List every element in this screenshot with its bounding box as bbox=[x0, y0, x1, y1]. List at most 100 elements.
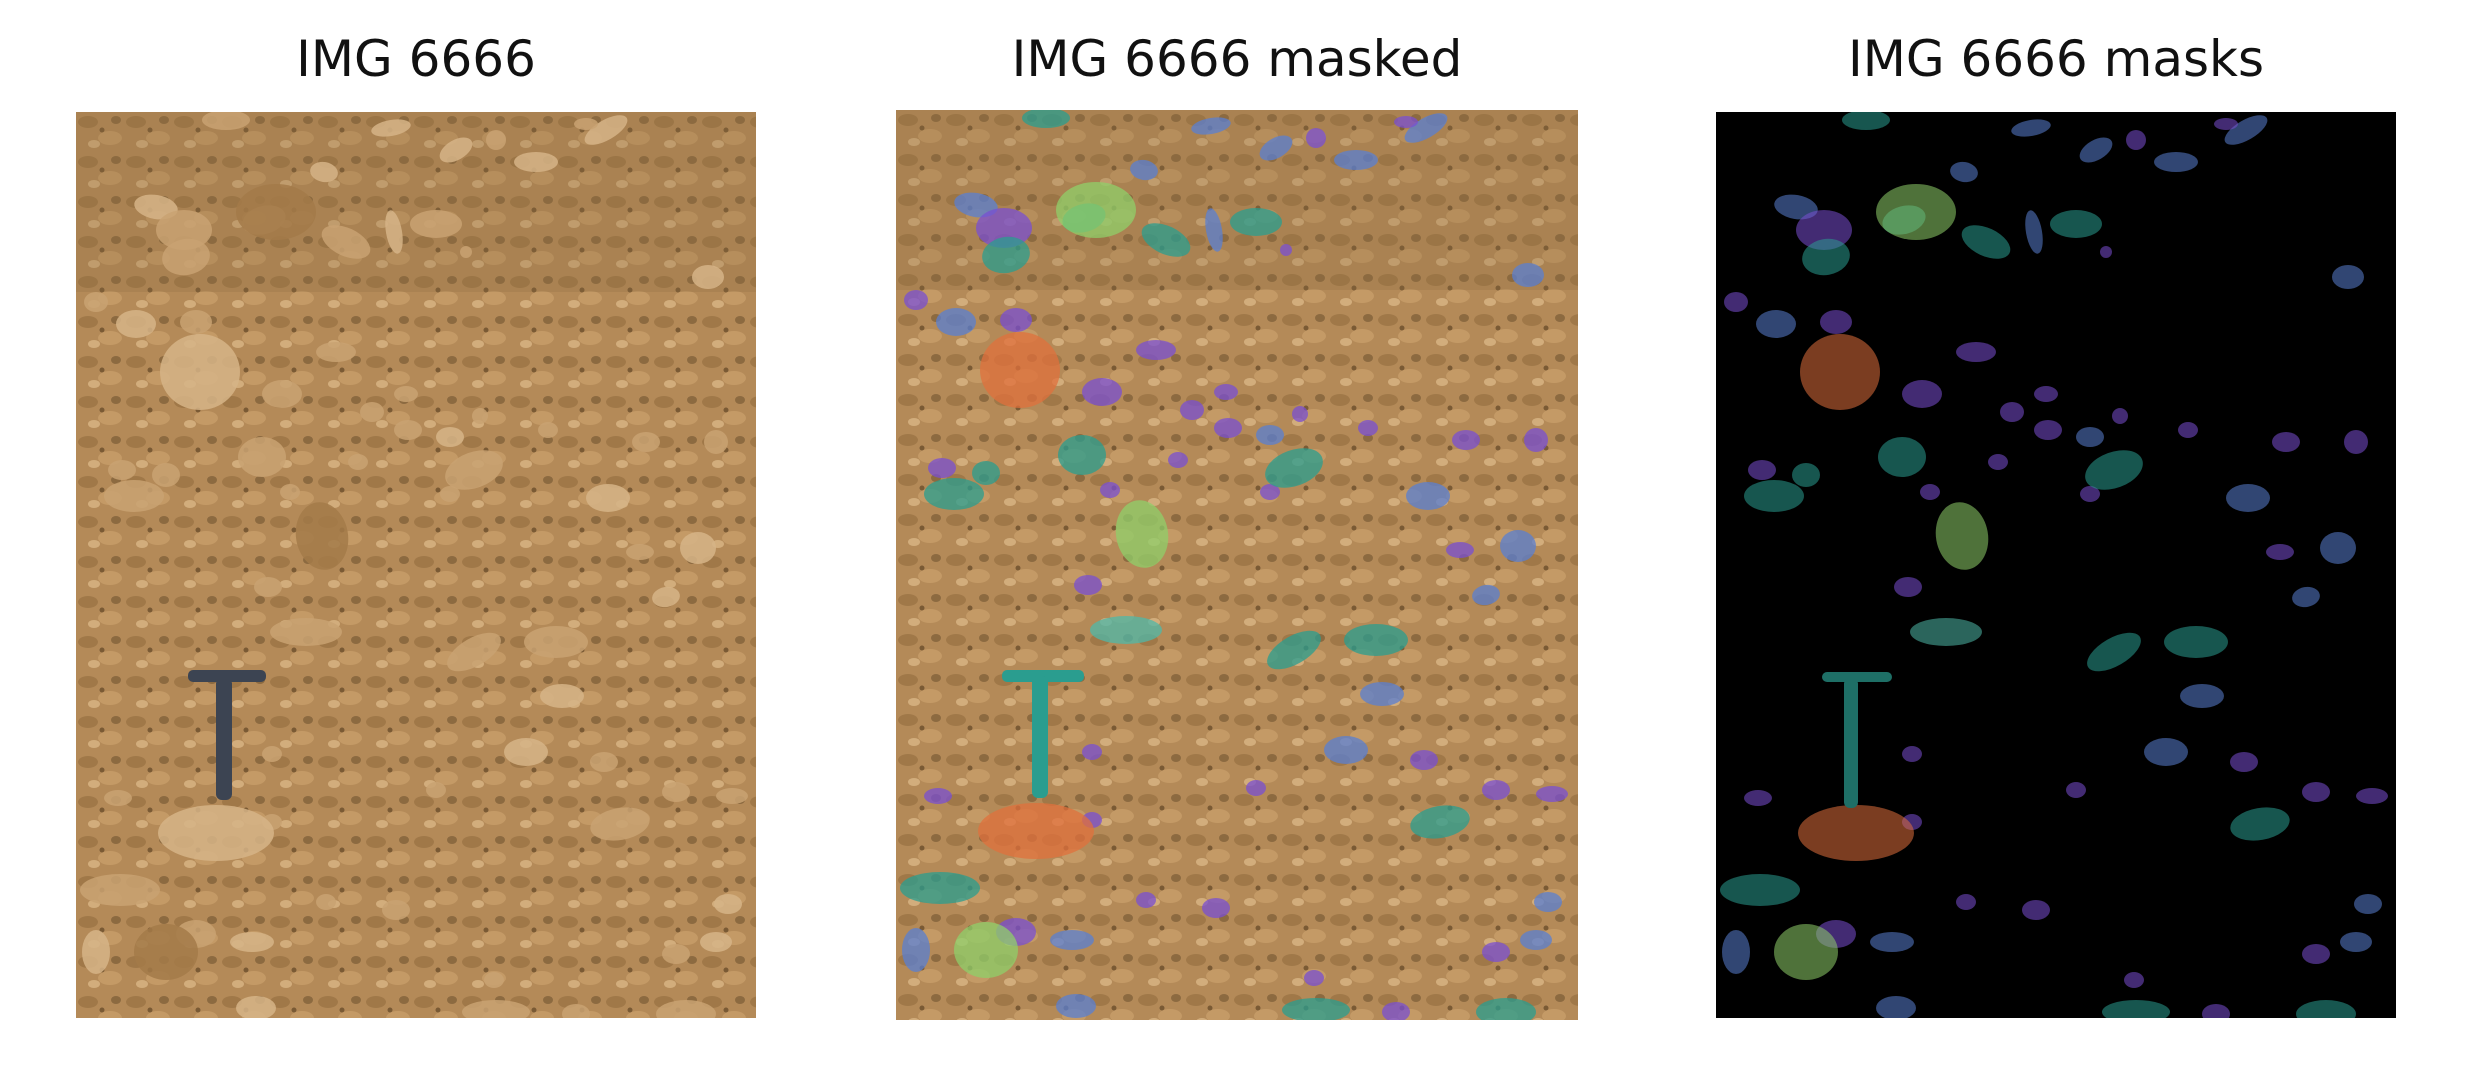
stone-mask bbox=[1056, 994, 1096, 1018]
stone bbox=[656, 1000, 716, 1018]
mask-region bbox=[2000, 402, 2024, 422]
stone bbox=[270, 618, 342, 646]
stone-mask bbox=[904, 290, 928, 310]
stone bbox=[410, 210, 462, 238]
mask-region bbox=[2354, 894, 2382, 914]
mask-region bbox=[1798, 805, 1914, 861]
stone-mask bbox=[1082, 744, 1102, 760]
mask-region bbox=[2292, 586, 2320, 608]
mask-region bbox=[2112, 408, 2128, 424]
mask-region bbox=[1902, 746, 1922, 762]
stone-mask bbox=[1334, 150, 1378, 170]
stone bbox=[445, 450, 503, 490]
mask-region bbox=[1894, 577, 1922, 597]
stone-mask bbox=[1136, 340, 1176, 360]
stone bbox=[160, 334, 240, 410]
mask-region bbox=[2050, 210, 2102, 238]
stone-mask bbox=[1214, 384, 1238, 400]
mask-region bbox=[2022, 900, 2050, 920]
stone bbox=[108, 460, 136, 480]
stone bbox=[394, 386, 418, 402]
stone bbox=[590, 752, 618, 772]
mask-region bbox=[1876, 996, 1916, 1018]
mask-region bbox=[2226, 484, 2270, 512]
hammer-mask bbox=[1002, 670, 1084, 798]
stone bbox=[134, 194, 178, 220]
stone-mask bbox=[1090, 616, 1162, 644]
mask-region bbox=[2302, 944, 2330, 964]
mask-region bbox=[2144, 738, 2188, 766]
mask-region bbox=[2332, 265, 2364, 289]
stone-mask bbox=[1202, 898, 1230, 918]
mask-region bbox=[1774, 924, 1838, 980]
stone-mask bbox=[1524, 428, 1548, 452]
mask-region bbox=[2224, 115, 2268, 145]
stone bbox=[104, 480, 164, 512]
stone bbox=[321, 225, 371, 259]
stone bbox=[295, 502, 349, 570]
mask-region bbox=[1800, 334, 1880, 410]
stone-mask bbox=[1476, 998, 1536, 1020]
stone-mask bbox=[902, 928, 930, 972]
stone-mask bbox=[1130, 159, 1158, 181]
stone bbox=[156, 210, 212, 250]
stone-mask bbox=[1058, 435, 1106, 475]
stone-mask bbox=[924, 478, 984, 510]
stone bbox=[439, 137, 473, 163]
stone-mask bbox=[1022, 110, 1070, 128]
stone-mask bbox=[1168, 452, 1188, 468]
stone-mask bbox=[1482, 780, 1510, 800]
stone-mask bbox=[1394, 116, 1418, 128]
stone bbox=[584, 115, 628, 145]
panel-title-masks: IMG 6666 masks bbox=[1847, 30, 2265, 88]
mask-region bbox=[1950, 161, 1978, 183]
stone-mask bbox=[1230, 208, 1282, 236]
stone bbox=[704, 430, 728, 454]
masked-image-panel: IMG 6666 masked bbox=[896, 30, 1578, 1020]
stone-mask bbox=[1205, 208, 1223, 252]
stone-mask bbox=[972, 461, 1000, 485]
rock-layer bbox=[80, 112, 748, 1018]
original-photo bbox=[76, 112, 756, 1018]
mask-region bbox=[2025, 210, 2043, 254]
stone bbox=[652, 586, 680, 608]
mask-region bbox=[2356, 788, 2388, 804]
stone-mask bbox=[1191, 117, 1231, 135]
mask-region bbox=[1956, 894, 1976, 910]
stone-mask bbox=[1382, 1002, 1410, 1020]
geology-hammer bbox=[188, 670, 266, 800]
mask-region bbox=[1910, 618, 1982, 646]
stone bbox=[586, 484, 630, 512]
stone bbox=[180, 310, 212, 334]
stone bbox=[538, 422, 558, 438]
stone bbox=[348, 454, 368, 470]
stone bbox=[394, 420, 422, 440]
mask-region bbox=[2087, 632, 2141, 672]
stone bbox=[316, 894, 336, 910]
stone bbox=[82, 930, 110, 974]
stone bbox=[504, 738, 548, 766]
stone bbox=[162, 238, 210, 276]
stone-mask bbox=[980, 332, 1060, 408]
stone bbox=[116, 310, 156, 338]
mask-region bbox=[2178, 422, 2198, 438]
stone bbox=[574, 118, 598, 130]
stone bbox=[152, 463, 180, 487]
stone-mask bbox=[1520, 930, 1552, 950]
mask-region bbox=[1744, 790, 1772, 806]
stone-mask bbox=[982, 236, 1030, 274]
stone-mask bbox=[1452, 430, 1480, 450]
stone-mask bbox=[1292, 406, 1308, 422]
hammer-mask-region bbox=[1822, 672, 1892, 808]
stone-mask bbox=[1259, 135, 1293, 161]
stone bbox=[310, 161, 338, 183]
stone bbox=[472, 408, 488, 424]
stone bbox=[236, 184, 316, 240]
stone-mask bbox=[1280, 244, 1292, 256]
mask-region bbox=[2302, 782, 2330, 802]
stone-mask bbox=[978, 803, 1094, 859]
mask-region bbox=[1792, 463, 1820, 487]
stone-mask bbox=[1304, 970, 1324, 986]
original-image-panel: IMG 6666 bbox=[76, 30, 756, 1020]
stone-mask bbox=[954, 922, 1018, 978]
